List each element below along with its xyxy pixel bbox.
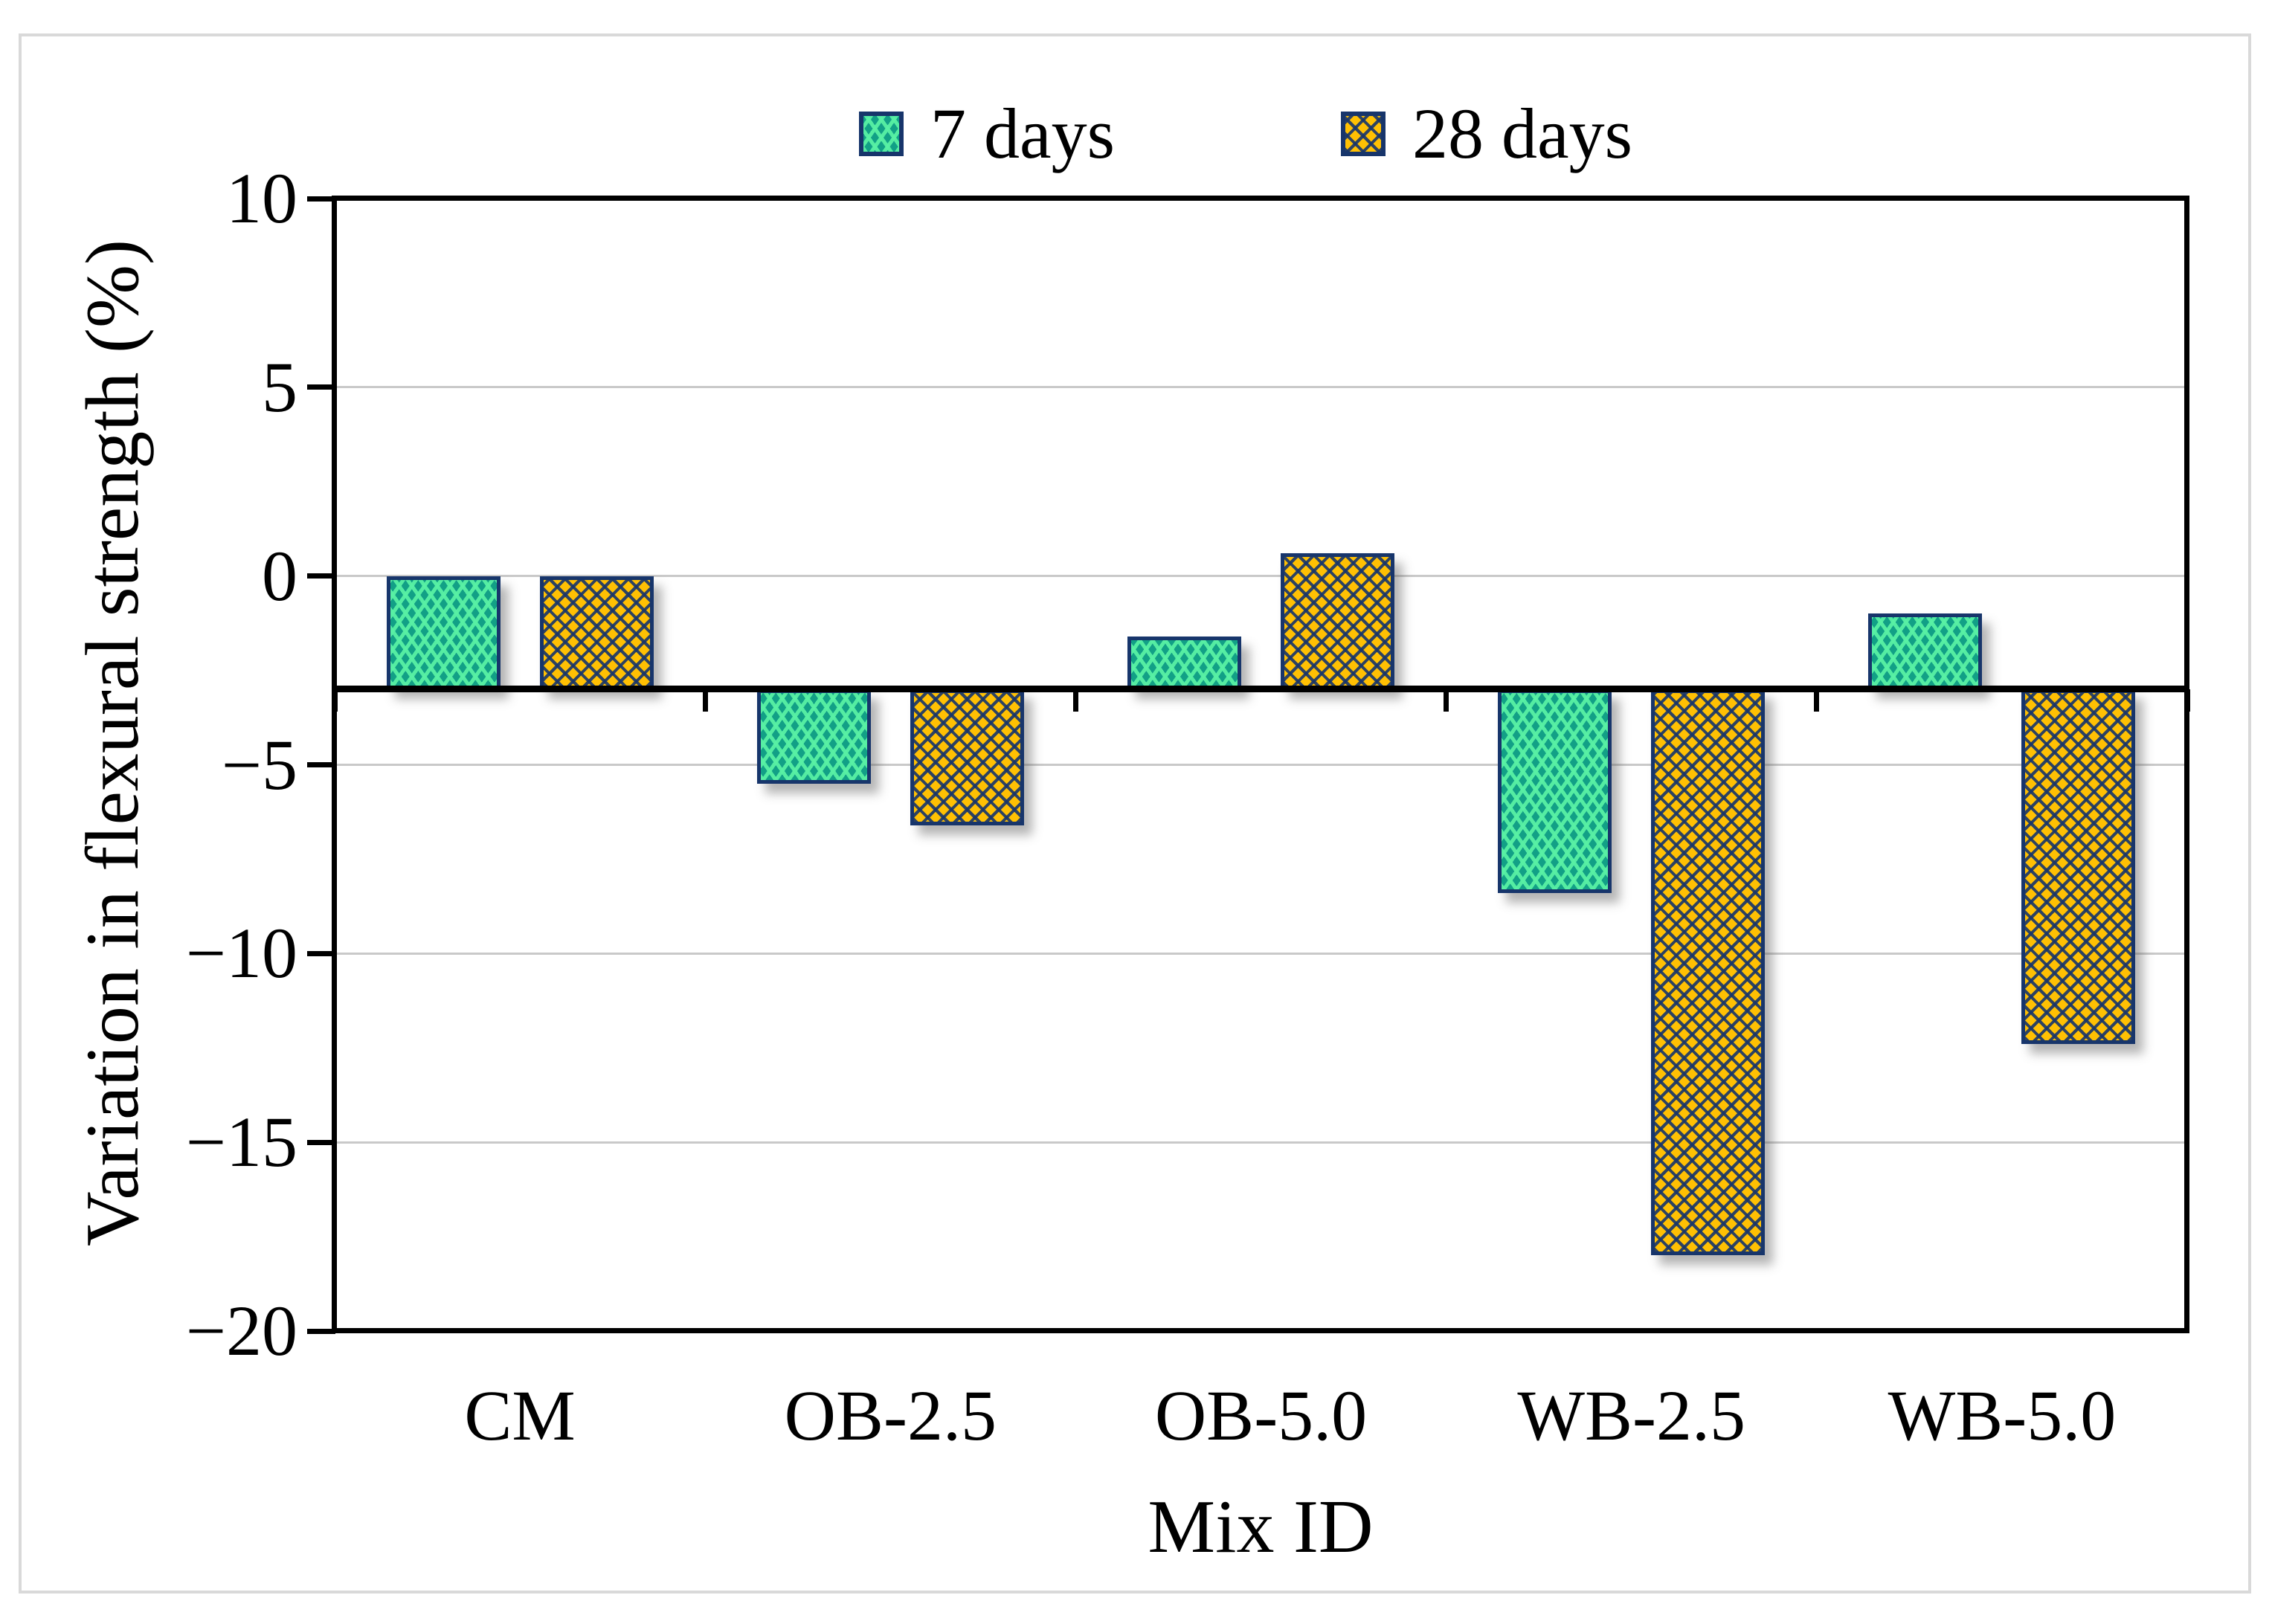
category-axis-line — [332, 686, 2189, 693]
y-tick-label: 5 — [262, 347, 297, 427]
category-tick — [702, 689, 708, 712]
y-tick-label: 10 — [226, 158, 297, 238]
x-category-label: WB-5.0 — [1888, 1376, 2117, 1455]
legend-item-7-days: 7 days — [859, 98, 1115, 170]
bar-28days-OB-5.0 — [1281, 553, 1394, 689]
category-tick — [332, 689, 338, 712]
bar-28days-WB-5.0 — [2021, 689, 2136, 1045]
gridline — [337, 764, 2185, 766]
category-tick — [2184, 689, 2190, 712]
category-tick — [1814, 689, 1820, 712]
legend-item-28-days: 28 days — [1341, 98, 1632, 170]
y-axis-tick — [307, 384, 335, 390]
gridline — [337, 1141, 2185, 1144]
gridline — [337, 575, 2185, 578]
y-axis-tick — [307, 196, 335, 202]
figure-frame — [19, 33, 2251, 1594]
legend-swatch-7-days-icon — [859, 112, 904, 156]
x-category-label: CM — [464, 1376, 576, 1455]
category-tick — [1072, 689, 1078, 712]
x-category-label: WB-2.5 — [1517, 1376, 1745, 1455]
category-tick — [1444, 689, 1449, 712]
y-axis-tick — [307, 762, 335, 767]
y-tick-label: −20 — [185, 1291, 297, 1370]
legend-label-28-days: 28 days — [1412, 94, 1632, 173]
y-tick-label: 0 — [262, 535, 297, 616]
legend-swatch-28-days-icon — [1341, 112, 1386, 156]
y-tick-label: −15 — [185, 1102, 297, 1182]
x-axis-title: Mix ID — [1148, 1485, 1374, 1569]
y-axis-tick — [307, 1328, 335, 1334]
x-category-label: OB-5.0 — [1154, 1376, 1368, 1455]
gridline — [337, 386, 2185, 389]
gridline — [337, 952, 2185, 955]
legend-label-7-days: 7 days — [930, 94, 1115, 173]
x-category-label: OB-2.5 — [784, 1376, 997, 1455]
y-axis-tick — [307, 1139, 335, 1145]
bar-7days-OB-5.0 — [1127, 636, 1241, 689]
y-tick-label: −10 — [185, 913, 297, 993]
bar-28days-CM — [539, 576, 654, 689]
bar-7days-WB-5.0 — [1868, 613, 1983, 689]
bar-28days-WB-2.5 — [1651, 689, 1766, 1256]
legend: 7 days 28 days — [0, 88, 2272, 170]
bar-7days-WB-2.5 — [1498, 689, 1612, 894]
bar-7days-OB-2.5 — [756, 689, 871, 784]
y-tick-label: −5 — [221, 724, 297, 805]
bar-7days-CM — [386, 576, 501, 689]
bar-28days-OB-2.5 — [910, 689, 1024, 825]
y-axis-tick — [307, 950, 335, 956]
y-axis-tick — [307, 573, 335, 579]
